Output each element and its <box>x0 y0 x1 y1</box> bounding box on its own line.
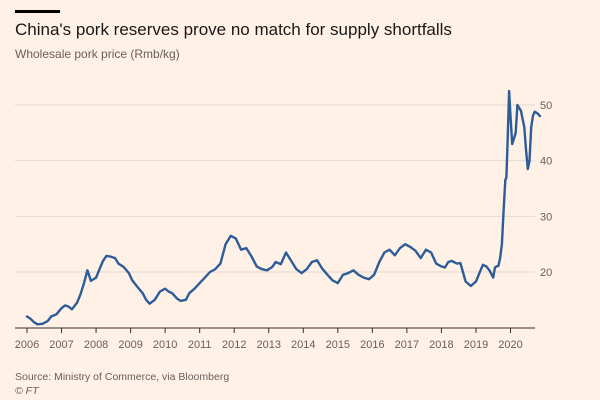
y-tick-label: 20 <box>540 267 552 279</box>
x-tick-label: 2013 <box>257 339 281 351</box>
ft-credit: © FT <box>15 385 39 397</box>
y-axis-ticks: 20 30 40 50 <box>540 100 552 279</box>
gridlines <box>15 104 535 273</box>
chart-title: China's pork reserves prove no match for… <box>15 20 452 39</box>
x-tick-label: 2016 <box>360 339 384 351</box>
x-tick-label: 2007 <box>49 339 73 351</box>
y-tick-label: 40 <box>540 156 552 168</box>
x-tick-label: 2008 <box>84 339 108 351</box>
y-tick-label: 30 <box>540 211 552 223</box>
x-tick-label: 2020 <box>498 339 522 351</box>
x-tick-label: 2015 <box>326 339 350 351</box>
chart-subtitle: Wholesale pork price (Rmb/kg) <box>15 47 180 61</box>
x-tick-label: 2011 <box>188 339 212 351</box>
x-tick-label: 2010 <box>153 339 177 351</box>
x-tick-label: 2017 <box>395 339 419 351</box>
x-tick-label: 2014 <box>291 339 315 351</box>
x-axis-ticks: 2006 2007 2008 2009 2010 2011 2012 2013 2014 2015… <box>15 328 523 351</box>
x-tick-label: 2009 <box>118 339 142 351</box>
y-tick-label: 50 <box>540 100 552 112</box>
x-tick-label: 2018 <box>429 339 453 351</box>
title-rule <box>15 10 60 13</box>
x-tick-label: 2012 <box>222 339 246 351</box>
x-tick-label: 2006 <box>15 339 39 351</box>
pork-price-line <box>25 89 542 326</box>
x-tick-label: 2019 <box>464 339 488 351</box>
source-note: Source: Ministry of Commerce, via Bloomb… <box>15 371 230 383</box>
